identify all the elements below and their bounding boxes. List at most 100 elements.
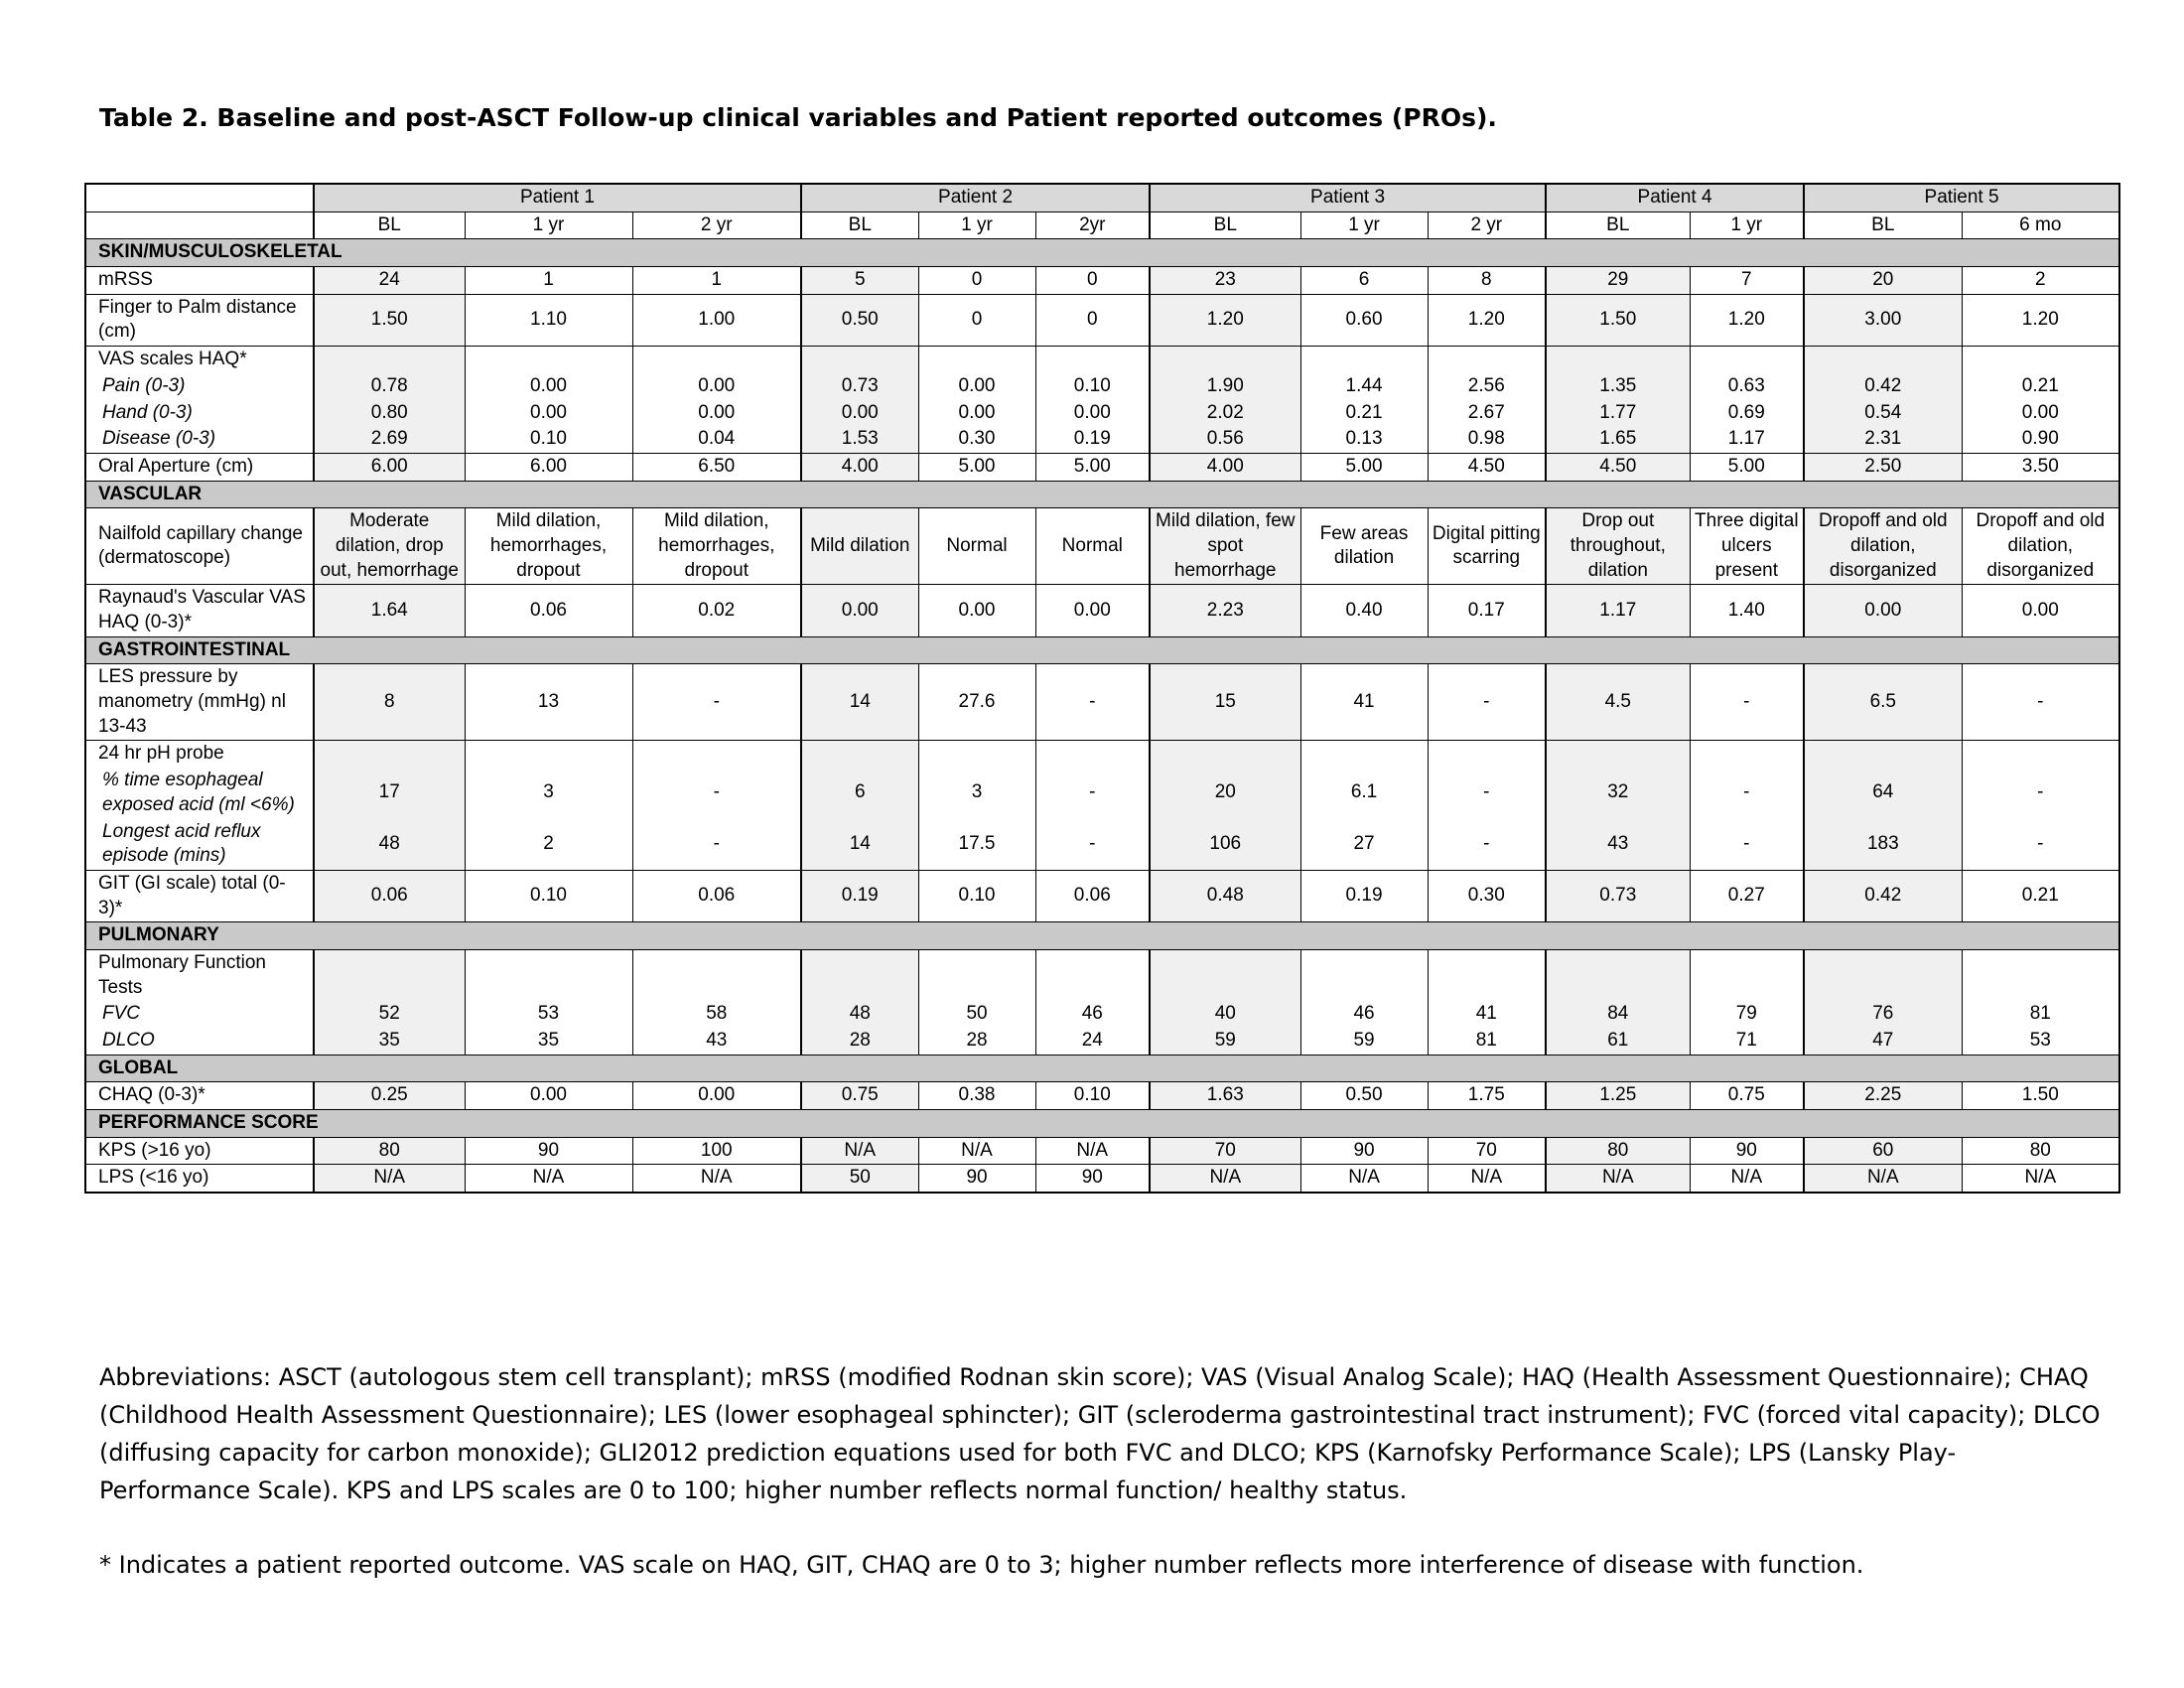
cell: 0.00: [800, 584, 919, 637]
cell: 81: [1427, 1028, 1547, 1055]
cell: 14: [800, 818, 919, 871]
data-row: CHAQ (0-3)* 0.25 0.00 0.00 0.75 0.38 0.10 1.63 0…: [84, 1081, 2120, 1110]
cell: 0.21: [1961, 372, 2120, 400]
cell: 1.20: [1427, 293, 1547, 347]
cell: Mild dilation, hemorrhages, dropout: [631, 507, 802, 585]
row-label: Disease (0-3): [84, 426, 315, 454]
cell: 90: [1034, 1164, 1151, 1194]
cell: 90: [1689, 1136, 1805, 1165]
empty-cell: [1803, 740, 1963, 769]
cell: 61: [1545, 1028, 1691, 1055]
cell: 0.42: [1803, 869, 1963, 922]
abbreviations: Abbreviations: ASCT (autologous stem cel…: [99, 1363, 2101, 1504]
cell: 0: [1034, 266, 1151, 295]
cell: N/A: [464, 1164, 633, 1194]
row-label: VAS scales HAQ*: [84, 346, 315, 373]
cell: N/A: [1545, 1164, 1691, 1194]
cell: 80: [313, 1136, 466, 1165]
sub-row: Disease (0-3) 2.69 0.10 0.04 1.53 0.30 0.19 0.5…: [84, 426, 2120, 454]
cell: 1.90: [1149, 372, 1301, 400]
empty-cell: [1689, 740, 1805, 769]
cell: 0.10: [464, 426, 633, 454]
row-label: Nailfold capillary change (dermatoscope): [84, 507, 315, 585]
cell: 1.53: [800, 426, 919, 454]
cell: -: [1427, 818, 1547, 871]
data-row: LES pressure by manometry (mmHg) nl 13-4…: [84, 663, 2120, 741]
cell: -: [1427, 768, 1547, 819]
sub-row: Pain (0-3) 0.78 0.00 0.00 0.73 0.00 0.10 1.90 1.…: [84, 372, 2120, 400]
cell: 183: [1803, 818, 1963, 871]
section-title: PULMONARY: [84, 921, 2120, 950]
empty-cell: [631, 346, 802, 373]
cell: 0.00: [1961, 584, 2120, 637]
empty-cell: [464, 740, 633, 769]
section-title: GLOBAL: [84, 1054, 2120, 1083]
row-label: GIT (GI scale) total (0-3)*: [84, 869, 315, 922]
cell: 0.73: [800, 372, 919, 400]
cell: 0.00: [1803, 584, 1963, 637]
cell: 47: [1803, 1028, 1963, 1055]
cell: 3.00: [1803, 293, 1963, 347]
cell: 24: [1034, 1028, 1151, 1055]
section-title: SKIN/MUSCULOSKELETAL: [84, 238, 2120, 268]
cell: 40: [1149, 1001, 1301, 1028]
cell: 2.02: [1149, 399, 1301, 427]
empty-cell: [1427, 740, 1547, 769]
cell: 0.02: [631, 584, 802, 637]
sub-row: Longest acid reflux episode (mins) 48 2-14…: [84, 818, 2120, 871]
cell: 1.50: [1961, 1081, 2120, 1110]
cell: 0.56: [1149, 426, 1301, 454]
cell: 6.1: [1299, 768, 1429, 819]
empty-cell: [1427, 346, 1547, 373]
patient-header: Patient 3: [1149, 183, 1547, 212]
cell: 0.80: [313, 399, 466, 427]
cell: -: [1034, 768, 1151, 819]
cell: 6.00: [313, 452, 466, 482]
patient-header: Patient 4: [1545, 183, 1805, 212]
empty-cell: [917, 346, 1036, 373]
empty-cell: [313, 740, 466, 769]
cell: 0.04: [631, 426, 802, 454]
empty-cell: [1689, 948, 1805, 1002]
row-label: DLCO: [84, 1028, 315, 1055]
cell: 0.40: [1299, 584, 1429, 637]
group-label-row: Pulmonary Function Tests: [84, 948, 2120, 1002]
row-label: LPS (<16 yo): [84, 1164, 315, 1194]
data-row: Raynaud's Vascular VAS HAQ (0-3)* 1.64 0.0…: [84, 584, 2120, 637]
cell: 0.00: [917, 584, 1036, 637]
timepoint-header: 1 yr: [1689, 211, 1805, 239]
cell: 100: [631, 1136, 802, 1165]
cell: 0.27: [1689, 869, 1805, 922]
timepoint-header: 1 yr: [464, 211, 633, 239]
cell: -: [1961, 818, 2120, 871]
cell: 71: [1689, 1028, 1805, 1055]
cell: 0: [1034, 293, 1151, 347]
section-title: VASCULAR: [84, 480, 2120, 509]
cell: N/A: [800, 1136, 919, 1165]
cell: -: [1034, 818, 1151, 871]
section-row: PERFORMANCE SCORE: [84, 1109, 2120, 1138]
cell: 0.17: [1427, 584, 1547, 637]
empty-cell: [464, 346, 633, 373]
cell: 6: [1299, 266, 1429, 295]
empty-cell: [1961, 948, 2120, 1002]
cell: 0.19: [1034, 426, 1151, 454]
cell: -: [631, 663, 802, 741]
patient-header: Patient 1: [312, 183, 802, 212]
cell: 0.00: [631, 399, 802, 427]
patient-header-row: Patient 1 Patient 2 Patient 3 Patient 4 Pati…: [84, 183, 2120, 212]
cell: 0.10: [464, 869, 633, 922]
empty-cell: [1545, 346, 1691, 373]
section-row: PULMONARY: [84, 921, 2120, 950]
cell: 90: [464, 1136, 633, 1165]
empty-cell: [631, 740, 802, 769]
cell: 59: [1149, 1028, 1301, 1055]
cell: N/A: [1299, 1164, 1429, 1194]
cell: 28: [917, 1028, 1036, 1055]
timepoint-header: BL: [1545, 211, 1691, 239]
empty-cell: [1149, 740, 1301, 769]
cell: 0.10: [1034, 1081, 1151, 1110]
cell: 80: [1545, 1136, 1691, 1165]
row-label: Longest acid reflux episode (mins): [84, 818, 315, 871]
cell: 0.00: [631, 372, 802, 400]
